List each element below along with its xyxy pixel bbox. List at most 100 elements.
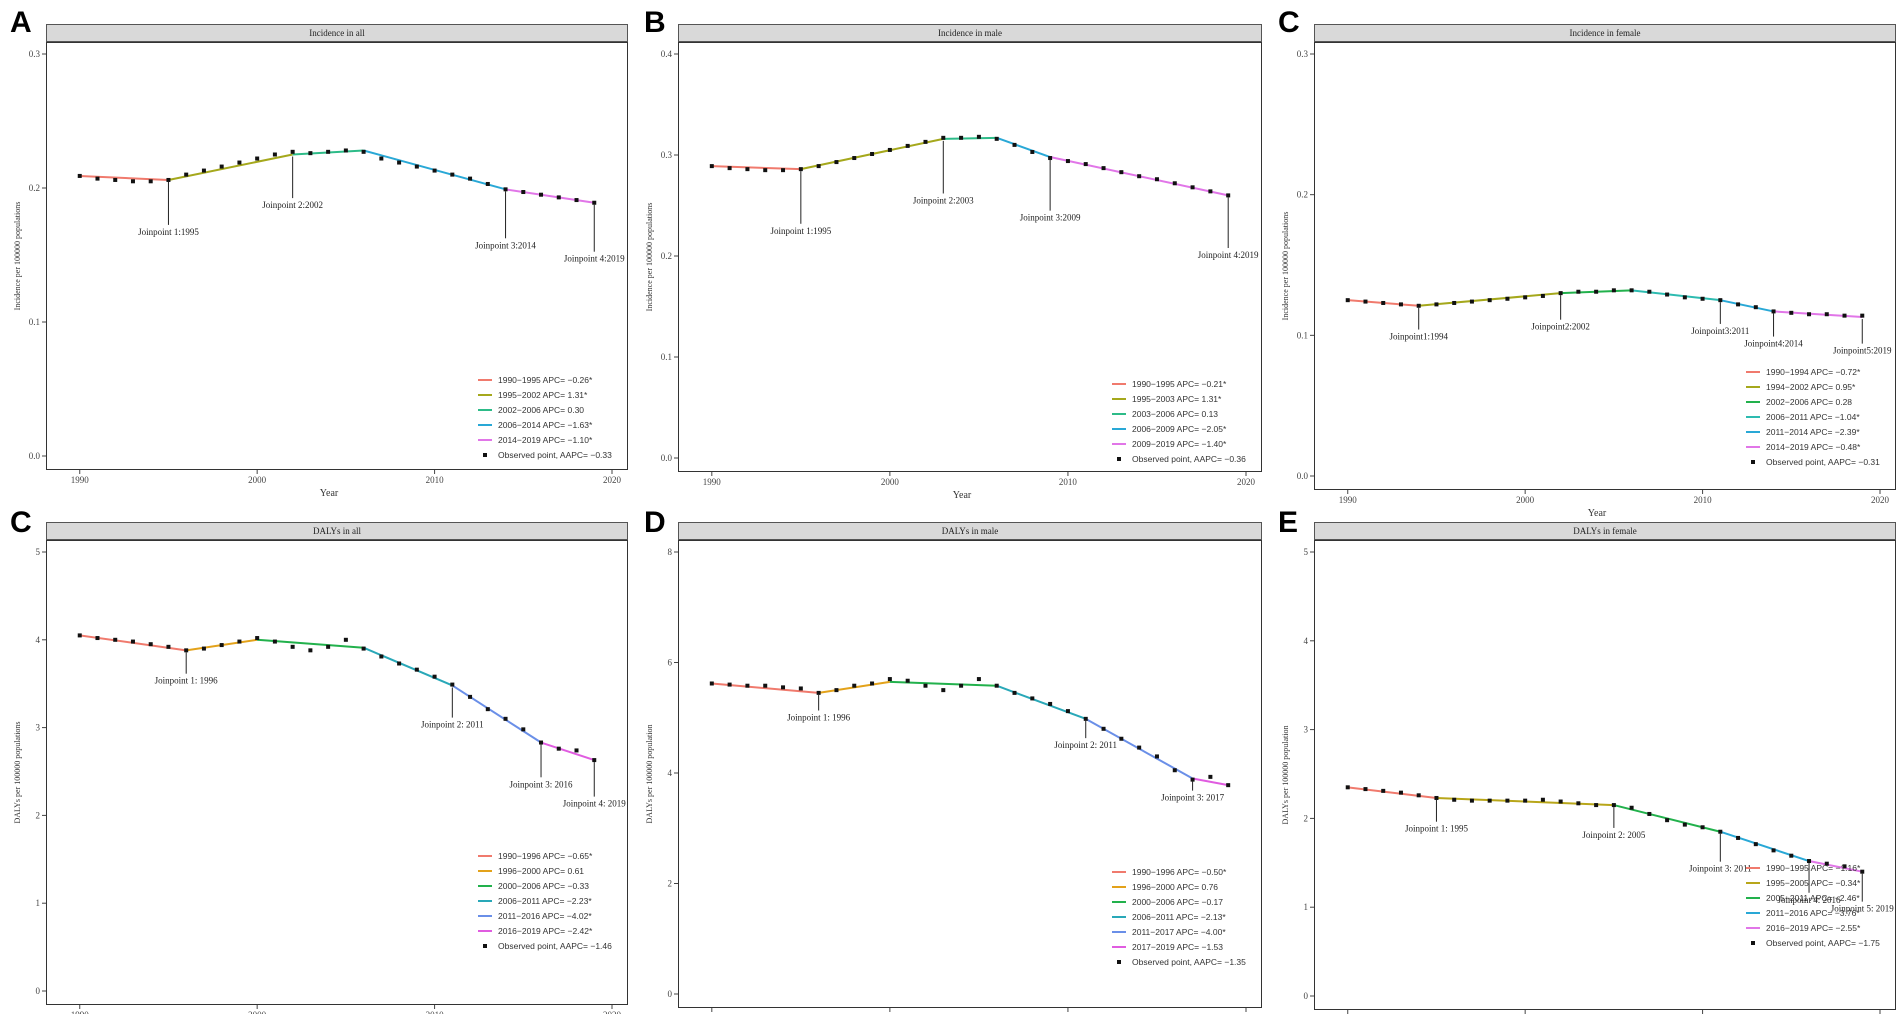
observed-point bbox=[414, 164, 419, 169]
observed-point bbox=[361, 646, 366, 651]
legend-observed-marker bbox=[1117, 960, 1121, 964]
observed-point bbox=[1398, 302, 1403, 307]
legend-observed-marker bbox=[483, 944, 487, 948]
y-tick-label: 0.1 bbox=[661, 352, 672, 362]
observed-point bbox=[1119, 736, 1124, 741]
observed-point bbox=[798, 686, 803, 691]
x-tick-label: 2020 bbox=[1871, 495, 1890, 505]
observed-point bbox=[887, 677, 892, 682]
observed-point bbox=[148, 179, 153, 184]
joinpoint-label: Joinpoint 2: 2005 bbox=[1582, 830, 1646, 840]
observed-point bbox=[450, 172, 455, 177]
observed-point bbox=[1753, 842, 1758, 847]
observed-point bbox=[745, 167, 750, 172]
y-tick-label: 0 bbox=[1304, 991, 1309, 1001]
joinpoint-label: Joinpoint5:2019 bbox=[1833, 346, 1892, 356]
y-tick-label: 4 bbox=[668, 768, 673, 778]
observed-point bbox=[485, 181, 490, 186]
observed-point bbox=[308, 648, 313, 653]
y-tick-label: 0.2 bbox=[29, 183, 40, 193]
observed-point bbox=[343, 637, 348, 642]
y-tick-label: 0.0 bbox=[29, 451, 41, 461]
legend-entry: 1990−1994 APC= −0.72* bbox=[1766, 367, 1861, 377]
y-tick-label: 2 bbox=[1304, 813, 1309, 823]
observed-point bbox=[727, 166, 732, 171]
joinpoint-label: Joinpoint 4: 2016 bbox=[1778, 895, 1842, 905]
observed-point bbox=[1101, 166, 1106, 171]
joinpoint-label: Joinpoint 3:2009 bbox=[1020, 213, 1081, 223]
observed-point bbox=[1416, 303, 1421, 308]
observed-point bbox=[781, 168, 786, 173]
observed-point bbox=[237, 160, 242, 165]
legend-entry: 2000−2006 APC= −0.33 bbox=[498, 881, 589, 891]
observed-point bbox=[1469, 299, 1474, 304]
observed-point bbox=[1736, 302, 1741, 307]
observed-point bbox=[1576, 289, 1581, 294]
segment-line bbox=[168, 153, 293, 181]
observed-point bbox=[237, 639, 242, 644]
legend-observed-entry: Observed point, AAPC= −1.46 bbox=[498, 941, 612, 951]
observed-point bbox=[816, 164, 821, 169]
observed-point bbox=[432, 168, 437, 173]
legend-entry: 2006−2011 APC= −2.13* bbox=[1132, 912, 1226, 922]
observed-point bbox=[905, 678, 910, 683]
joinpoint-label: Joinpoint 1:1995 bbox=[138, 227, 199, 237]
plot-area bbox=[46, 540, 628, 1005]
joinpoint-label: Joinpoint 2:2002 bbox=[262, 200, 323, 210]
segment-line bbox=[711, 165, 801, 171]
observed-point bbox=[1611, 288, 1616, 293]
observed-point bbox=[709, 164, 714, 169]
legend-entry: 2005−2011 APC= −2.46* bbox=[1766, 893, 1860, 903]
observed-point bbox=[308, 151, 313, 156]
observed-point bbox=[95, 176, 100, 181]
observed-point bbox=[887, 147, 892, 152]
joinpoint-label: Joinpoint 4:2019 bbox=[1198, 250, 1259, 260]
x-tick-label: 2010 bbox=[1694, 495, 1713, 505]
legend-observed-entry: Observed point, AAPC= −0.33 bbox=[498, 450, 612, 460]
legend-entry: 2011−2016 APC= −3.76* bbox=[1766, 908, 1860, 918]
panel-incidence-female: C Incidence in female 0.0 0.1 0.2 0.3 1990 2000… bbox=[1268, 0, 1902, 519]
observed-point bbox=[113, 177, 118, 182]
observed-point bbox=[592, 758, 597, 763]
x-tick-label: 2010 bbox=[426, 475, 445, 485]
legend-observed-entry: Observed point, AAPC= −1.75 bbox=[1766, 938, 1880, 948]
chart-svg: 024681990200020102020YearDALYs per 10000… bbox=[645, 547, 1256, 1014]
x-axis-label: Year bbox=[320, 488, 339, 499]
observed-point bbox=[1824, 312, 1829, 317]
panel-letter: D bbox=[644, 506, 666, 539]
observed-point bbox=[592, 200, 597, 205]
observed-point bbox=[959, 135, 964, 140]
observed-point bbox=[77, 633, 82, 638]
observed-point bbox=[503, 187, 508, 192]
x-tick-label: 1990 bbox=[71, 1010, 90, 1014]
plot-area bbox=[1314, 540, 1896, 1010]
y-tick-label: 0.0 bbox=[1297, 471, 1309, 481]
observed-point bbox=[556, 746, 561, 751]
observed-point bbox=[255, 636, 260, 641]
observed-point bbox=[397, 661, 402, 666]
observed-point bbox=[1030, 696, 1035, 701]
observed-point bbox=[994, 136, 999, 141]
observed-point bbox=[1558, 799, 1563, 804]
observed-point bbox=[1208, 774, 1213, 779]
observed-point bbox=[326, 644, 331, 649]
observed-point bbox=[290, 644, 295, 649]
x-axis-label: Year bbox=[1588, 508, 1607, 519]
y-axis-label: Incidence per 100000 populations bbox=[1281, 212, 1290, 321]
observed-point bbox=[1629, 288, 1634, 293]
segment-line bbox=[451, 684, 542, 744]
observed-point bbox=[1226, 193, 1231, 198]
observed-point bbox=[414, 667, 419, 672]
panel-letter: C bbox=[1278, 6, 1300, 39]
observed-point bbox=[1469, 798, 1474, 803]
joinpoint-label: Joinpoint 1: 1996 bbox=[155, 676, 219, 686]
legend-entry: 1996−2000 APC= 0.76 bbox=[1132, 882, 1218, 892]
observed-point bbox=[1065, 709, 1070, 714]
observed-point bbox=[1860, 313, 1865, 318]
segment-line bbox=[1631, 289, 1721, 302]
y-tick-label: 0.1 bbox=[29, 317, 40, 327]
segment-line bbox=[1720, 299, 1774, 313]
observed-point bbox=[1208, 189, 1213, 194]
observed-point bbox=[361, 149, 366, 154]
observed-point bbox=[1190, 185, 1195, 190]
